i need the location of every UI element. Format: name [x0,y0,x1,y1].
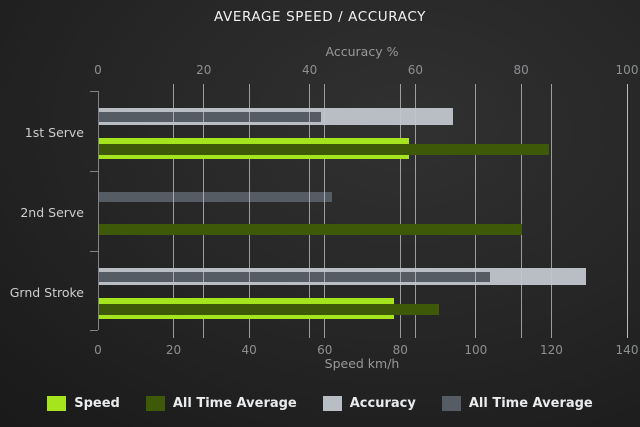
top-axis-tick-label: 40 [301,63,318,77]
category-label-grnd-stroke: Grnd Stroke [9,285,84,300]
legend-label: Speed [74,396,120,411]
top-axis-tick-label: 60 [407,63,424,77]
top-axis-tick-label: 0 [94,63,102,77]
category-label-2nd-serve: 2nd Serve [20,205,84,220]
top-axis-tick-label: 80 [513,63,529,77]
legend: Speed All Time Average Accuracy All Time… [0,396,640,411]
legend-item-speed-all-time-average: All Time Average [145,396,297,411]
legend-item-speed: Speed [47,396,120,411]
bottom-axis-tick-label: 40 [241,343,257,357]
bottom-axis-tick-label: 20 [165,343,182,357]
speed-swatch [47,396,67,411]
legend-label: All Time Average [172,396,297,411]
gridline [550,84,552,338]
legend-label: All Time Average [468,396,593,411]
speed-all-time-average-swatch [145,396,165,411]
gridline [626,84,628,338]
bottom-axis-tick-label: 80 [392,343,408,357]
gridline [475,84,477,338]
bottom-axis-tick-label: 0 [94,343,102,357]
y-axis-tick [90,251,98,252]
y-axis-line [98,91,99,330]
top-axis-title: Accuracy % [325,44,399,59]
gridline [248,84,250,338]
gridline [520,84,522,338]
accuracy-swatch [322,396,342,411]
y-axis-tick [90,91,98,92]
y-axis-tick [90,330,98,331]
bar-speed-avg-1st-serve [99,143,549,155]
gridline [309,84,311,338]
bar-accuracy-avg-grnd-stroke [99,272,491,282]
bar-speed-avg-2nd-serve [99,223,523,235]
y-axis-tick [90,171,98,172]
gridline [173,84,175,338]
page-title: AVERAGE SPEED / ACCURACY [214,9,426,25]
bottom-axis-tick-label: 140 [615,343,639,357]
top-axis-tick-label: 100 [615,63,639,77]
gridline [324,84,326,338]
gridline [414,84,416,338]
bottom-axis-tick-label: 100 [464,343,488,357]
bar-speed-avg-grnd-stroke [99,303,440,315]
bottom-axis-title: Speed km/h [324,356,400,371]
bottom-axis-tick-label: 60 [317,343,333,357]
gridline [203,84,205,338]
category-label-1st-serve: 1st Serve [24,125,84,140]
bottom-axis-tick-label: 120 [539,343,563,357]
accuracy-all-time-average-swatch [441,396,461,411]
legend-item-accuracy-all-time-average: All Time Average [441,396,593,411]
legend-item-accuracy: Accuracy [322,396,416,411]
legend-label: Accuracy [349,396,416,411]
top-axis-tick-label: 20 [196,63,212,77]
bar-accuracy-avg-1st-serve [99,112,322,122]
bar-accuracy-avg-2nd-serve [99,192,332,202]
gridline [399,84,401,338]
